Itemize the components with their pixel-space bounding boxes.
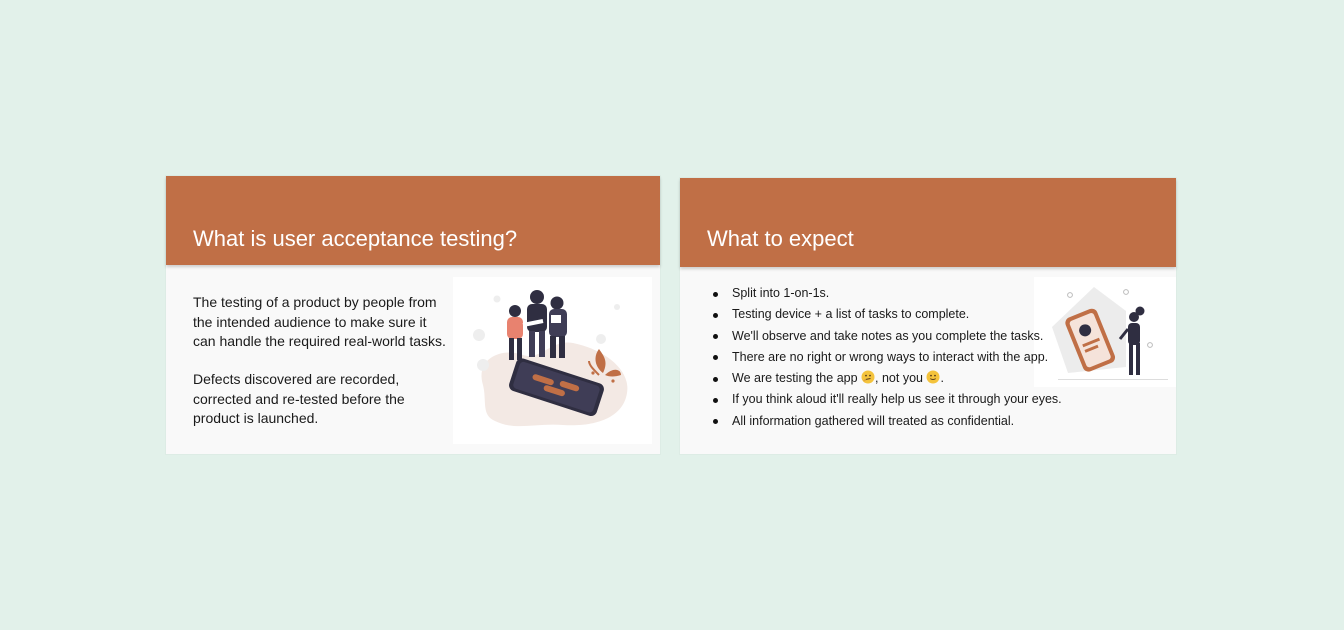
slide-title: What to expect bbox=[707, 226, 854, 251]
thinking-face-emoji-icon bbox=[861, 370, 875, 391]
defects-paragraph: Defects discovered are recorded, correct… bbox=[193, 371, 405, 426]
list-item: All information gathered will treated as… bbox=[713, 411, 1062, 432]
definition-paragraph: The testing of a product by people from … bbox=[193, 294, 446, 349]
list-item-text: . bbox=[940, 371, 944, 386]
slide-header: What to expect bbox=[680, 178, 1176, 267]
slide-what-to-expect: What to expect Split into 1-on-1s. bbox=[680, 178, 1176, 454]
list-item: If you think aloud it'll really help us … bbox=[713, 389, 1062, 410]
list-item: There are no right or wrong ways to inte… bbox=[713, 347, 1062, 368]
list-item-text: , not you bbox=[875, 371, 927, 386]
slide-title: What is user acceptance testing? bbox=[193, 226, 518, 251]
list-item-text: We are testing the app bbox=[732, 371, 862, 386]
list-item: We'll observe and take notes as you comp… bbox=[713, 326, 1062, 347]
list-item: Split into 1-on-1s. bbox=[713, 283, 1062, 304]
slide-user-acceptance-testing: What is user acceptance testing? The tes… bbox=[166, 176, 660, 454]
list-item: We are testing the app , not you . bbox=[713, 368, 1062, 389]
slide-header: What is user acceptance testing? bbox=[166, 176, 660, 265]
expectations-list: Split into 1-on-1s. Testing device + a l… bbox=[713, 283, 1062, 432]
list-item: Testing device + a list of tasks to comp… bbox=[713, 304, 1062, 325]
people-with-phone-illustration bbox=[453, 277, 652, 444]
person-with-profile-card-illustration bbox=[1034, 277, 1176, 387]
smiling-face-emoji-icon bbox=[926, 370, 940, 391]
